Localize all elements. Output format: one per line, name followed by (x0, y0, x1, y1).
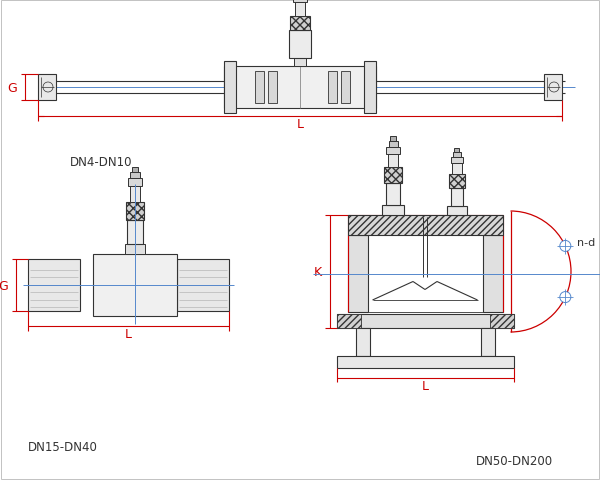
Bar (290, 17, 310, 31)
Bar (255, 72, 264, 104)
Bar (268, 72, 277, 104)
Bar (453, 153, 461, 157)
Bar (293, 0, 307, 3)
Bar (224, 62, 236, 114)
Bar (449, 175, 465, 189)
Bar (384, 168, 402, 184)
Bar (451, 189, 463, 206)
Bar (347, 216, 503, 236)
Bar (454, 149, 459, 153)
Bar (337, 356, 514, 368)
Bar (382, 205, 404, 216)
Text: n-d: n-d (577, 238, 596, 247)
Bar (389, 142, 398, 148)
Bar (482, 236, 503, 312)
Bar (38, 75, 56, 101)
Bar (328, 72, 337, 104)
Bar (451, 157, 463, 164)
Bar (132, 168, 138, 173)
Bar (289, 31, 311, 59)
Bar (224, 67, 376, 109)
Bar (386, 148, 400, 155)
Bar (130, 187, 140, 203)
Bar (481, 328, 494, 356)
Bar (130, 173, 140, 179)
Bar (544, 75, 562, 101)
Bar (295, 3, 305, 17)
Bar (364, 62, 376, 114)
Bar (347, 236, 368, 312)
Circle shape (560, 241, 571, 252)
Bar (390, 137, 396, 142)
Text: DN15-DN40: DN15-DN40 (28, 441, 98, 454)
Bar (127, 220, 143, 244)
Text: K: K (313, 265, 322, 278)
Bar (386, 184, 400, 205)
Bar (294, 59, 306, 67)
Bar (337, 314, 361, 328)
Bar (125, 244, 145, 254)
Bar (126, 203, 144, 220)
Bar (490, 314, 514, 328)
Bar (356, 328, 370, 356)
Bar (28, 260, 80, 312)
Bar (177, 260, 229, 312)
Text: DN4-DN10: DN4-DN10 (70, 156, 133, 169)
Bar (93, 254, 177, 316)
Bar (337, 314, 514, 328)
Text: L: L (125, 327, 132, 340)
Text: L: L (296, 117, 304, 130)
Bar (447, 206, 467, 216)
Text: L: L (422, 380, 428, 393)
Text: DN50-DN200: DN50-DN200 (476, 455, 553, 468)
Circle shape (560, 292, 571, 303)
Bar (341, 72, 350, 104)
Bar (128, 179, 142, 187)
Text: G: G (7, 81, 17, 94)
Bar (452, 164, 462, 175)
Bar (388, 155, 398, 168)
Text: G: G (0, 279, 8, 292)
